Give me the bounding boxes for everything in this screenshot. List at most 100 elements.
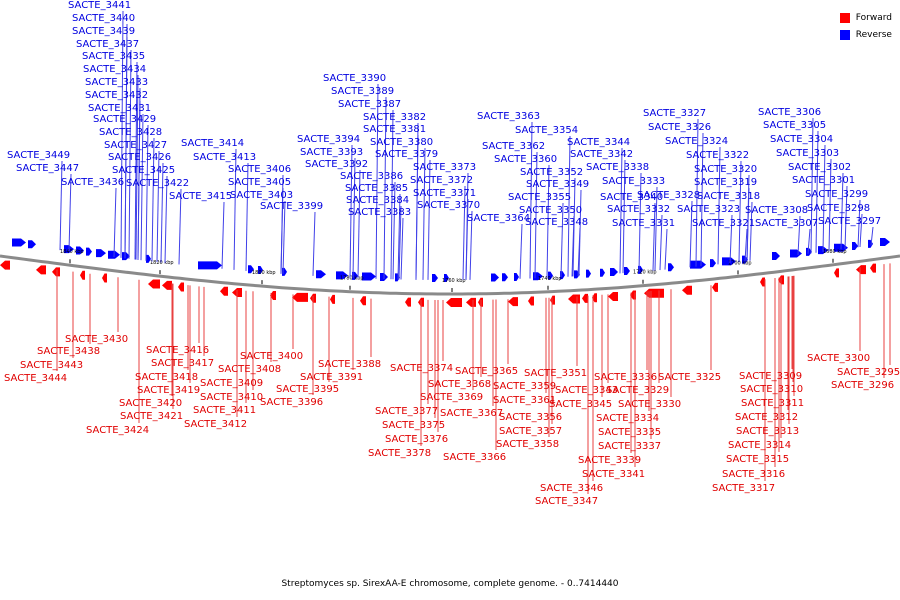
gene-arrow[interactable]: [360, 296, 366, 306]
gene-arrow[interactable]: [162, 280, 172, 290]
gene-label[interactable]: SACTE_3431: [88, 103, 151, 114]
gene-arrow[interactable]: [28, 240, 36, 249]
gene-label[interactable]: SACTE_3389: [331, 86, 394, 97]
gene-arrow[interactable]: [86, 247, 92, 256]
gene-arrow[interactable]: [624, 266, 630, 275]
gene-arrow[interactable]: [148, 279, 160, 289]
gene-arrow[interactable]: [690, 260, 706, 269]
gene-label[interactable]: SACTE_3415: [169, 191, 232, 202]
gene-label[interactable]: SACTE_3334: [596, 413, 659, 424]
gene-arrow[interactable]: [12, 238, 26, 247]
gene-label[interactable]: SACTE_3426: [108, 152, 171, 163]
gene-label[interactable]: SACTE_3333: [602, 176, 665, 187]
gene-arrow[interactable]: [248, 265, 254, 274]
gene-label[interactable]: SACTE_3306: [758, 107, 821, 118]
gene-label[interactable]: SACTE_3361: [493, 395, 556, 406]
gene-label[interactable]: SACTE_3374: [390, 363, 453, 374]
gene-label[interactable]: SACTE_3299: [805, 189, 868, 200]
gene-arrow[interactable]: [880, 237, 890, 246]
gene-label[interactable]: SACTE_3425: [112, 165, 175, 176]
gene-label[interactable]: SACTE_3443: [20, 360, 83, 371]
gene-label[interactable]: SACTE_3437: [76, 39, 139, 50]
gene-label[interactable]: SACTE_3430: [65, 334, 128, 345]
gene-label[interactable]: SACTE_3396: [260, 397, 323, 408]
gene-arrow[interactable]: [0, 260, 10, 270]
gene-arrow[interactable]: [668, 263, 674, 272]
gene-label[interactable]: SACTE_3301: [792, 175, 855, 186]
gene-label[interactable]: SACTE_3335: [598, 427, 661, 438]
gene-label[interactable]: SACTE_3325: [658, 372, 721, 383]
gene-label[interactable]: SACTE_3403: [230, 190, 293, 201]
gene-label[interactable]: SACTE_3309: [739, 371, 802, 382]
gene-label[interactable]: SACTE_3328: [637, 190, 700, 201]
gene-label[interactable]: SACTE_3435: [82, 51, 145, 62]
gene-label[interactable]: SACTE_3368: [428, 379, 491, 390]
gene-label[interactable]: SACTE_3417: [151, 358, 214, 369]
gene-arrow[interactable]: [52, 267, 60, 277]
gene-label[interactable]: SACTE_3388: [318, 359, 381, 370]
gene-label[interactable]: SACTE_3424: [86, 425, 149, 436]
gene-label[interactable]: SACTE_3372: [410, 175, 473, 186]
gene-label[interactable]: SACTE_3342: [570, 149, 633, 160]
gene-label[interactable]: SACTE_3312: [735, 412, 798, 423]
gene-label[interactable]: SACTE_3365: [455, 366, 518, 377]
gene-label[interactable]: SACTE_3308: [745, 205, 808, 216]
gene-arrow[interactable]: [76, 246, 84, 255]
gene-label[interactable]: SACTE_3419: [137, 385, 200, 396]
gene-label[interactable]: SACTE_3378: [368, 448, 431, 459]
gene-label[interactable]: SACTE_3321: [692, 218, 755, 229]
gene-label[interactable]: SACTE_3304: [770, 134, 833, 145]
gene-label[interactable]: SACTE_3395: [276, 384, 339, 395]
gene-arrow[interactable]: [610, 267, 618, 276]
gene-label[interactable]: SACTE_3413: [193, 152, 256, 163]
gene-label[interactable]: SACTE_3366: [443, 452, 506, 463]
gene-label[interactable]: SACTE_3394: [297, 134, 360, 145]
gene-label[interactable]: SACTE_3357: [499, 426, 562, 437]
gene-label[interactable]: SACTE_3376: [385, 434, 448, 445]
gene-label[interactable]: SACTE_3345: [549, 399, 612, 410]
gene-label[interactable]: SACTE_3339: [578, 455, 641, 466]
gene-label[interactable]: SACTE_3439: [72, 26, 135, 37]
gene-label[interactable]: SACTE_3380: [370, 137, 433, 148]
gene-label[interactable]: SACTE_3314: [728, 440, 791, 451]
gene-arrow[interactable]: [330, 294, 335, 304]
gene-label[interactable]: SACTE_3399: [260, 201, 323, 212]
gene-arrow[interactable]: [608, 292, 618, 302]
gene-label[interactable]: SACTE_3367: [440, 408, 503, 419]
gene-label[interactable]: SACTE_3344: [567, 137, 630, 148]
gene-arrow[interactable]: [568, 294, 580, 304]
gene-label[interactable]: SACTE_3375: [382, 420, 445, 431]
gene-label[interactable]: SACTE_3429: [93, 114, 156, 125]
gene-arrow[interactable]: [80, 270, 85, 280]
gene-label[interactable]: SACTE_3393: [300, 147, 363, 158]
gene-label[interactable]: SACTE_3340: [600, 192, 663, 203]
gene-label[interactable]: SACTE_3317: [712, 483, 775, 494]
gene-arrow[interactable]: [362, 272, 376, 281]
gene-arrow[interactable]: [682, 285, 692, 295]
gene-label[interactable]: SACTE_3420: [119, 398, 182, 409]
gene-label[interactable]: SACTE_3422: [126, 178, 189, 189]
gene-label[interactable]: SACTE_3432: [85, 90, 148, 101]
gene-label[interactable]: SACTE_3310: [740, 384, 803, 395]
gene-label[interactable]: SACTE_3343: [555, 385, 618, 396]
gene-label[interactable]: SACTE_3307: [755, 218, 818, 229]
gene-arrow[interactable]: [870, 263, 876, 273]
gene-label[interactable]: SACTE_3440: [72, 13, 135, 24]
gene-label[interactable]: SACTE_3409: [200, 378, 263, 389]
gene-label[interactable]: SACTE_3359: [493, 381, 556, 392]
gene-arrow[interactable]: [36, 265, 46, 275]
gene-arrow[interactable]: [102, 273, 107, 283]
gene-arrow[interactable]: [220, 286, 228, 296]
gene-label[interactable]: SACTE_3408: [218, 364, 281, 375]
gene-label[interactable]: SACTE_3362: [482, 141, 545, 152]
gene-label[interactable]: SACTE_3352: [520, 167, 583, 178]
gene-arrow[interactable]: [198, 261, 222, 270]
gene-label[interactable]: SACTE_3356: [499, 412, 562, 423]
gene-arrow[interactable]: [432, 273, 438, 282]
gene-label[interactable]: SACTE_3298: [807, 203, 870, 214]
gene-label[interactable]: SACTE_3400: [240, 351, 303, 362]
gene-label[interactable]: SACTE_3377: [375, 406, 438, 417]
gene-arrow[interactable]: [96, 249, 106, 258]
gene-label[interactable]: SACTE_3331: [612, 218, 675, 229]
gene-label[interactable]: SACTE_3323: [677, 204, 740, 215]
